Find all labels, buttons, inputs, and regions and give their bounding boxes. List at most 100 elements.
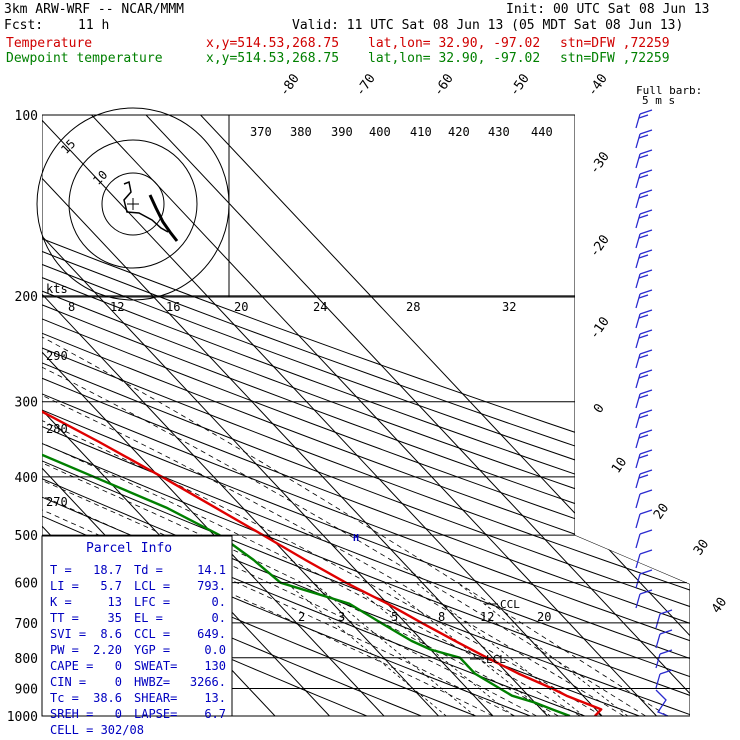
hodograph-ring-inner <box>101 172 165 236</box>
pressure-tick-label: 500 <box>15 529 38 544</box>
wind-barbs <box>635 109 673 717</box>
parcel-info-key: EL = <box>134 611 163 625</box>
freezing-level-marker: H <box>353 533 359 544</box>
wind-barb-staff <box>635 113 641 129</box>
barb-key-label: Full barb: <box>636 84 702 97</box>
wind-barb-feather <box>639 109 653 115</box>
wind-speed-tick: 20 <box>234 300 248 314</box>
temperature-tick-label: 10 <box>609 455 630 476</box>
theta-label: 380 <box>290 125 312 139</box>
wind-barb-staff <box>655 633 661 649</box>
wind-barb-feather <box>638 114 649 119</box>
temperature-tick-label: 40 <box>709 595 730 616</box>
parcel-info-value: 13 <box>108 595 122 609</box>
dry-adiabat <box>42 115 690 716</box>
theta-label: 440 <box>531 125 553 139</box>
parcel-info-key: TT = <box>50 611 79 625</box>
wind-barb-feather <box>659 629 673 635</box>
wind-barb-feather <box>639 469 653 475</box>
parcel-info-value: 0 <box>115 675 122 689</box>
temperature-tick-label: 0 <box>591 401 608 416</box>
wind-barb-feather <box>639 229 653 235</box>
wind-speed-tick: 24 <box>313 300 327 314</box>
pressure-tick-label: 300 <box>15 396 38 411</box>
wind-barb-staff <box>635 253 641 269</box>
parcel-info-value: 3266. <box>190 675 226 689</box>
wind-barb-feather <box>639 509 653 515</box>
parcel-info-key: HWBZ= <box>134 675 170 689</box>
pressure-tick-label: 800 <box>15 652 38 667</box>
wind-barb-feather <box>639 389 653 395</box>
dry-adiabat <box>42 115 640 716</box>
parcel-info-key: CIN = <box>50 675 86 689</box>
wind-barb-staff <box>635 393 641 409</box>
wind-barb-feather <box>638 374 649 379</box>
mixing-ratio-line <box>313 582 476 716</box>
wind-barb-feather <box>638 294 649 299</box>
parcel-info-cell: CELL = 302/08 <box>50 723 144 737</box>
wind-barb-staff <box>635 313 641 329</box>
sounding-header: 3km ARW-WRF -- NCAR/MMM Init: 00 UTC Sat… <box>0 0 740 70</box>
wind-barb-feather <box>639 269 653 275</box>
pressure-tick-label: 400 <box>15 471 38 486</box>
wind-barb-feather <box>639 189 653 195</box>
pressure-tick-label: 900 <box>15 682 38 697</box>
parcel-info-key: LI = <box>50 579 79 593</box>
parcel-info-value: 649. <box>197 627 226 641</box>
dewpoint-latlon: lat,lon= 32.90, -97.02 <box>368 51 541 66</box>
dry-adiabat <box>42 115 690 716</box>
parcel-info-key: SWEAT= <box>134 659 177 673</box>
wind-barb-feather <box>639 369 653 375</box>
mixing-ratio-label: 3 <box>338 610 345 624</box>
temperature-tick-label: 20 <box>651 501 672 522</box>
isotherm-line <box>42 115 385 716</box>
dry-adiabat <box>42 115 690 716</box>
dry-adiabat <box>42 115 690 716</box>
wind-barb-staff <box>635 493 641 509</box>
wind-barb-staff <box>635 353 641 369</box>
wind-barb-feather <box>639 569 653 575</box>
theta-label: 400 <box>369 125 391 139</box>
wind-barb-feather <box>638 234 649 239</box>
wind-barb-staff <box>635 153 641 169</box>
wind-barb-staff <box>635 213 641 229</box>
theta-left-label: 290 <box>46 349 68 363</box>
wind-barb-feather <box>639 409 653 415</box>
dry-adiabat <box>42 115 690 716</box>
wind-barb-staff <box>655 673 661 689</box>
parcel-info-value: 0. <box>212 611 226 625</box>
parcel-info-key: SHEAR= <box>134 691 177 705</box>
temperature-profile <box>42 115 603 716</box>
wind-barb-feather <box>659 649 673 655</box>
temperature-tick-label: -80 <box>277 71 303 99</box>
isotherm-line <box>42 115 439 716</box>
wind-barb-feather <box>638 434 649 439</box>
parcel-info-value: 18.7 <box>93 563 122 577</box>
wind-barb-feather <box>639 129 653 135</box>
dewpoint-xy: x,y=514.53,268.75 <box>206 51 340 66</box>
mixing-ratio-label: 2 <box>298 610 305 624</box>
wind-barb-feather <box>639 149 653 155</box>
temperature-tick-label: -40 <box>585 71 611 99</box>
wind-speed-tick: 8 <box>68 300 75 314</box>
dewpoint-station: stn=DFW ,72259 <box>560 51 670 66</box>
hodograph-ring-outer <box>36 107 230 301</box>
mixing-ratio-line <box>415 582 584 716</box>
parcel-info-value: 8.6 <box>100 627 122 641</box>
wind-barb-staff <box>635 373 641 389</box>
theta-label: 370 <box>250 125 272 139</box>
parcel-info-value: 2.20 <box>93 643 122 657</box>
wind-barb-staff <box>635 593 641 609</box>
isotherm-line <box>91 115 657 716</box>
parcel-info-box <box>41 535 233 717</box>
init-time: Init: 00 UTC Sat 08 Jun 13 <box>506 2 710 17</box>
wind-barb-staff <box>635 333 641 349</box>
parcel-info-key: K = <box>50 595 72 609</box>
dry-adiabat <box>42 115 690 716</box>
dry-adiabat <box>42 115 690 716</box>
hodograph-shear-vector <box>148 194 179 242</box>
wind-barb-staff <box>635 413 641 429</box>
lcl-label: LCL <box>486 653 506 666</box>
isotherm-line <box>145 115 690 716</box>
temperature-latlon: lat,lon= 32.90, -97.02 <box>368 36 541 51</box>
